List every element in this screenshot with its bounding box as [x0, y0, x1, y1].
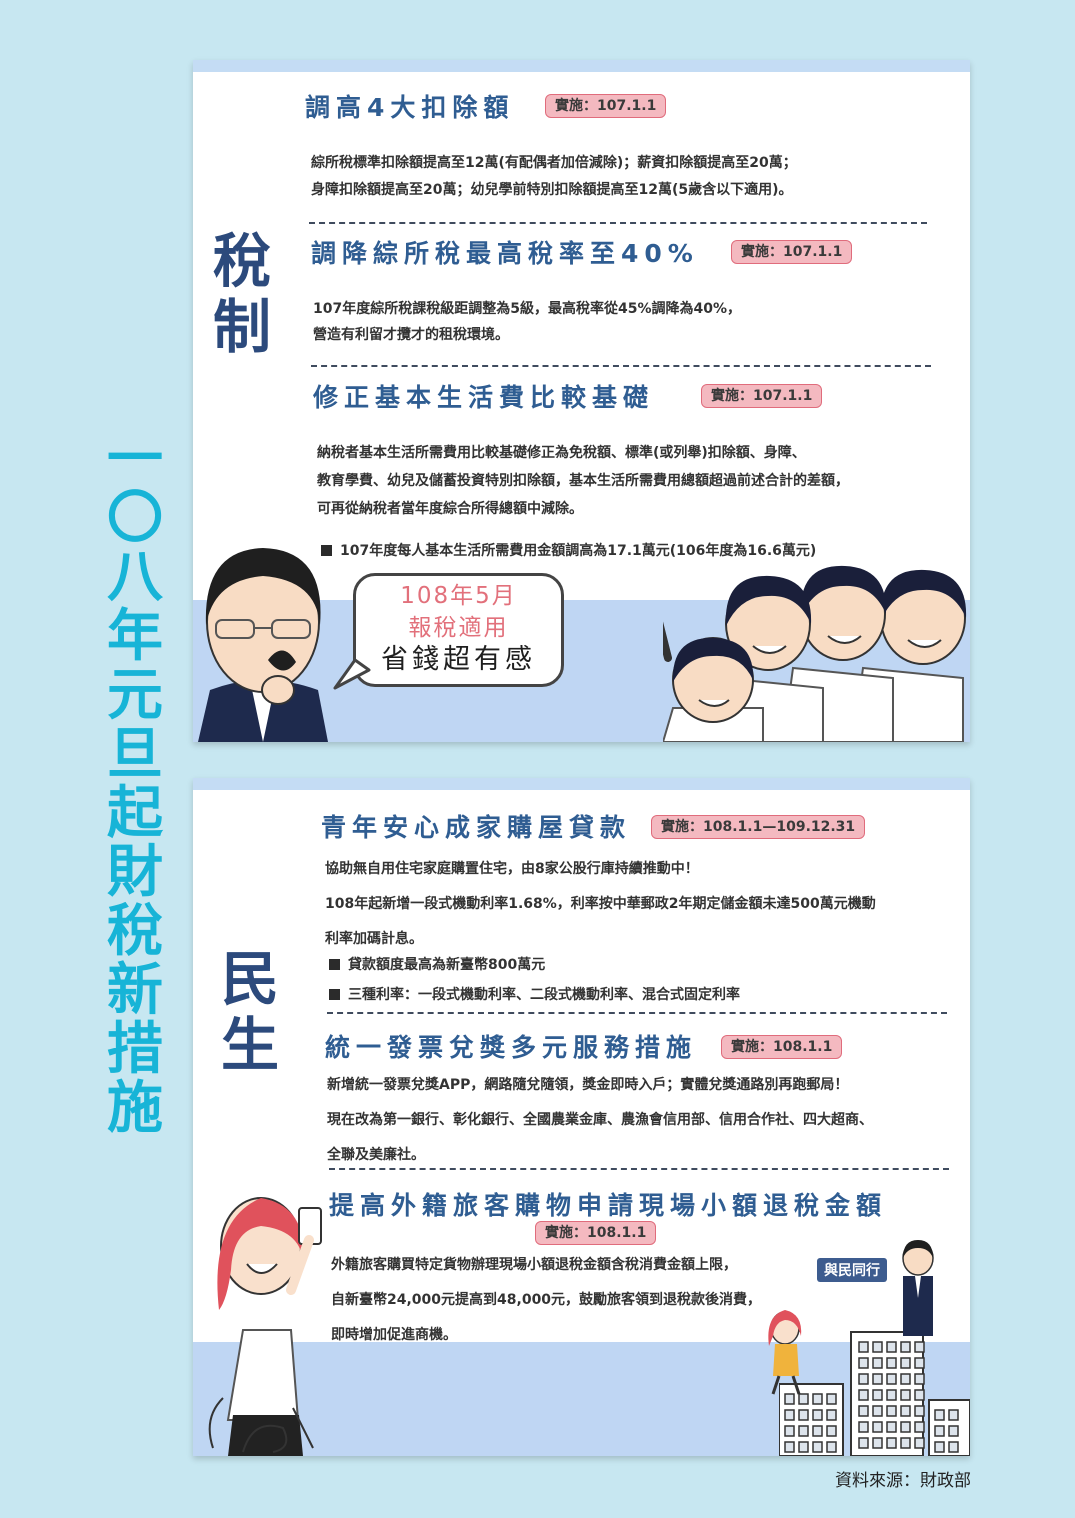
section-text: 新增統一發票兌獎APP，網路隨兌隨領，獎金即時入戶；實體兌獎通路別再跑郵局！ 現…: [327, 1068, 873, 1173]
category-char: 民: [221, 945, 280, 1013]
vertical-title: 一〇八年元旦起財稅新措施一〇八年元旦起財稅新措施: [104, 430, 166, 1138]
sitting-woman-icon: [768, 1310, 802, 1395]
date-badge: 實施：108.1.1: [535, 1221, 657, 1245]
date-badge: 實施：107.1.1: [701, 384, 823, 408]
section-text: 協助無自用住宅家庭購置住宅，由8家公股行庫持續推動中！ 108年起新增一段式機動…: [325, 852, 876, 957]
bullet-item: 貸款額度最高為新臺幣800萬元: [329, 950, 740, 980]
vertical-title-char: 年: [107, 604, 163, 669]
square-bullet-icon: [329, 989, 340, 1000]
text-line: 現在改為第一銀行、彰化銀行、全國農業金庫、農漁會信用部、信用合作社、四大超商、: [327, 1112, 873, 1128]
vertical-title-char: 稅: [107, 899, 163, 964]
woman-character-icon: [217, 1197, 322, 1456]
section-text: 外籍旅客購買特定貨物辦理現場小額退稅金額含稅消費金額上限， 自新臺幣24,000…: [331, 1248, 761, 1353]
bullet-list: 貸款額度最高為新臺幣800萬元 三種利率：一段式機動利率、二段式機動利率、混合式…: [329, 950, 740, 1010]
vertical-title-char: 財: [107, 840, 163, 905]
date-badge: 實施：108.1.1—109.12.31: [651, 815, 866, 839]
vertical-title-char: 旦: [107, 722, 163, 787]
category-char: 稅: [213, 227, 272, 295]
category-label-life: 民生: [221, 946, 279, 1078]
bubble-line: 108年5月: [400, 583, 517, 609]
panel-top-band: [193, 60, 970, 72]
official-character-icon: [198, 548, 328, 742]
section-text: 綜所稅標準扣除額提高至12萬(有配偶者加倍減除)；薪資扣除額提高至20萬； 身障…: [311, 150, 797, 204]
vertical-title-char: 措: [107, 1017, 163, 1082]
text-line: 自新臺幣24,000元提高到48,000元，鼓勵旅客領到退稅款後消費，: [331, 1292, 762, 1308]
tax-panel: 稅制 調高4大扣除額 實施：107.1.1 綜所稅標準扣除額提高至12萬(有配偶…: [193, 60, 970, 742]
section-text: 納稅者基本生活所需費用比較基礎修正為免稅額、標準(或列舉)扣除額、身障、 教育學…: [317, 439, 849, 523]
text-line: 新增統一發票兌獎APP，網路隨兌隨領，獎金即時入戶；實體兌獎通路別再跑郵局！: [327, 1077, 849, 1093]
text-line: 108年起新增一段式機動利率1.68%，利率按中華郵政2年期定儲金額未達500萬…: [325, 896, 876, 912]
date-badge: 實施：107.1.1: [731, 240, 853, 264]
category-char: 制: [213, 293, 272, 361]
text-line: 外籍旅客購買特定貨物辦理現場小額退稅金額含稅消費金額上限，: [331, 1257, 737, 1273]
section-heading: 調降綜所稅最高稅率至40%: [311, 239, 699, 268]
buildings-icon: [779, 1331, 970, 1456]
vertical-title-char: 起: [107, 781, 163, 846]
bubble-line: 報稅適用: [408, 615, 509, 641]
text-line: 協助無自用住宅家庭購置住宅，由8家公股行庫持續推動中！: [325, 861, 699, 877]
tag-label: 與民同行: [817, 1258, 887, 1282]
section-heading: 統一發票兌獎多元服務措施: [325, 1033, 698, 1062]
text-line: 全聯及美廉社。: [327, 1147, 425, 1163]
bullet-item: 三種利率：一段式機動利率、二段式機動利率、混合式固定利率: [329, 980, 740, 1010]
text-line: 綜所稅標準扣除額提高至12萬(有配偶者加倍減除)；薪資扣除額提高至20萬；: [311, 155, 797, 171]
bubble-line: 省錢超有感: [381, 644, 536, 675]
text-line: 營造有利留才攬才的租稅環境。: [313, 327, 509, 343]
square-bullet-icon: [321, 545, 332, 556]
section-text: 107年度綜所稅課稅級距調整為5級，最高稅率從45%調降為40%， 營造有利留才…: [313, 296, 741, 348]
text-line: 身障扣除額提高至20萬；幼兒學前特別扣除額提高至12萬(5歲含以下適用)。: [311, 182, 793, 198]
vertical-title-char: 八: [107, 545, 163, 610]
bullet-text: 貸款額度最高為新臺幣800萬元: [348, 957, 546, 973]
text-line: 利率加碼計息。: [325, 931, 423, 947]
category-char: 生: [221, 1011, 280, 1079]
vertical-title-char: 新: [107, 958, 163, 1023]
section-heading: 提高外籍旅客購物申請現場小額退稅金額: [329, 1191, 888, 1220]
bubble-tail-icon: [333, 658, 371, 690]
standing-man-icon: [902, 1240, 934, 1336]
cheering-people-icon: [663, 565, 967, 742]
splash-icon: [208, 1397, 314, 1453]
text-line: 即時增加促進商機。: [331, 1327, 457, 1343]
vertical-title-char: 施: [107, 1076, 163, 1141]
panel-top-band: [193, 778, 970, 790]
life-panel: 民生 青年安心成家購屋貸款 實施：108.1.1—109.12.31 協助無自用…: [193, 778, 970, 1456]
vertical-title-char: 〇: [107, 486, 163, 551]
section-heading: 修正基本生活費比較基礎: [313, 383, 655, 412]
bullet-text: 三種利率：一段式機動利率、二段式機動利率、混合式固定利率: [348, 987, 740, 1003]
date-badge: 實施：108.1.1: [721, 1035, 843, 1059]
category-label-tax: 稅制: [213, 228, 271, 360]
text-line: 107年度綜所稅課稅級距調整為5級，最高稅率從45%調降為40%，: [313, 301, 741, 317]
divider: [309, 222, 927, 224]
square-bullet-icon: [329, 959, 340, 970]
bullet-item: 107年度每人基本生活所需費用金額調高為17.1萬元(106年度為16.6萬元): [321, 540, 816, 560]
divider: [329, 1168, 949, 1170]
vertical-title-char: 元: [107, 663, 163, 728]
speech-bubble: 108年5月 報稅適用 省錢超有感: [353, 573, 564, 687]
category-text: 稅制: [213, 228, 271, 360]
text-line: 可再從納稅者當年度綜合所得總額中減除。: [317, 501, 583, 517]
section-heading: 調高4大扣除額: [305, 93, 515, 122]
bullet-text: 107年度每人基本生活所需費用金額調高為17.1萬元(106年度為16.6萬元): [340, 543, 817, 559]
divider: [311, 365, 931, 367]
source-note: 資料來源：財政部: [835, 1471, 971, 1491]
text-line: 教育學費、幼兒及儲蓄投資特別扣除額，基本生活所需費用總額超過前述合計的差額，: [317, 473, 849, 489]
text-line: 納稅者基本生活所需費用比較基礎修正為免稅額、標準(或列舉)扣除額、身障、: [317, 445, 806, 461]
vertical-title-char: 一: [107, 427, 163, 492]
section-heading: 青年安心成家購屋貸款: [321, 813, 632, 842]
divider: [327, 1012, 947, 1014]
category-text: 民生: [221, 946, 279, 1078]
date-badge: 實施：107.1.1: [545, 94, 667, 118]
